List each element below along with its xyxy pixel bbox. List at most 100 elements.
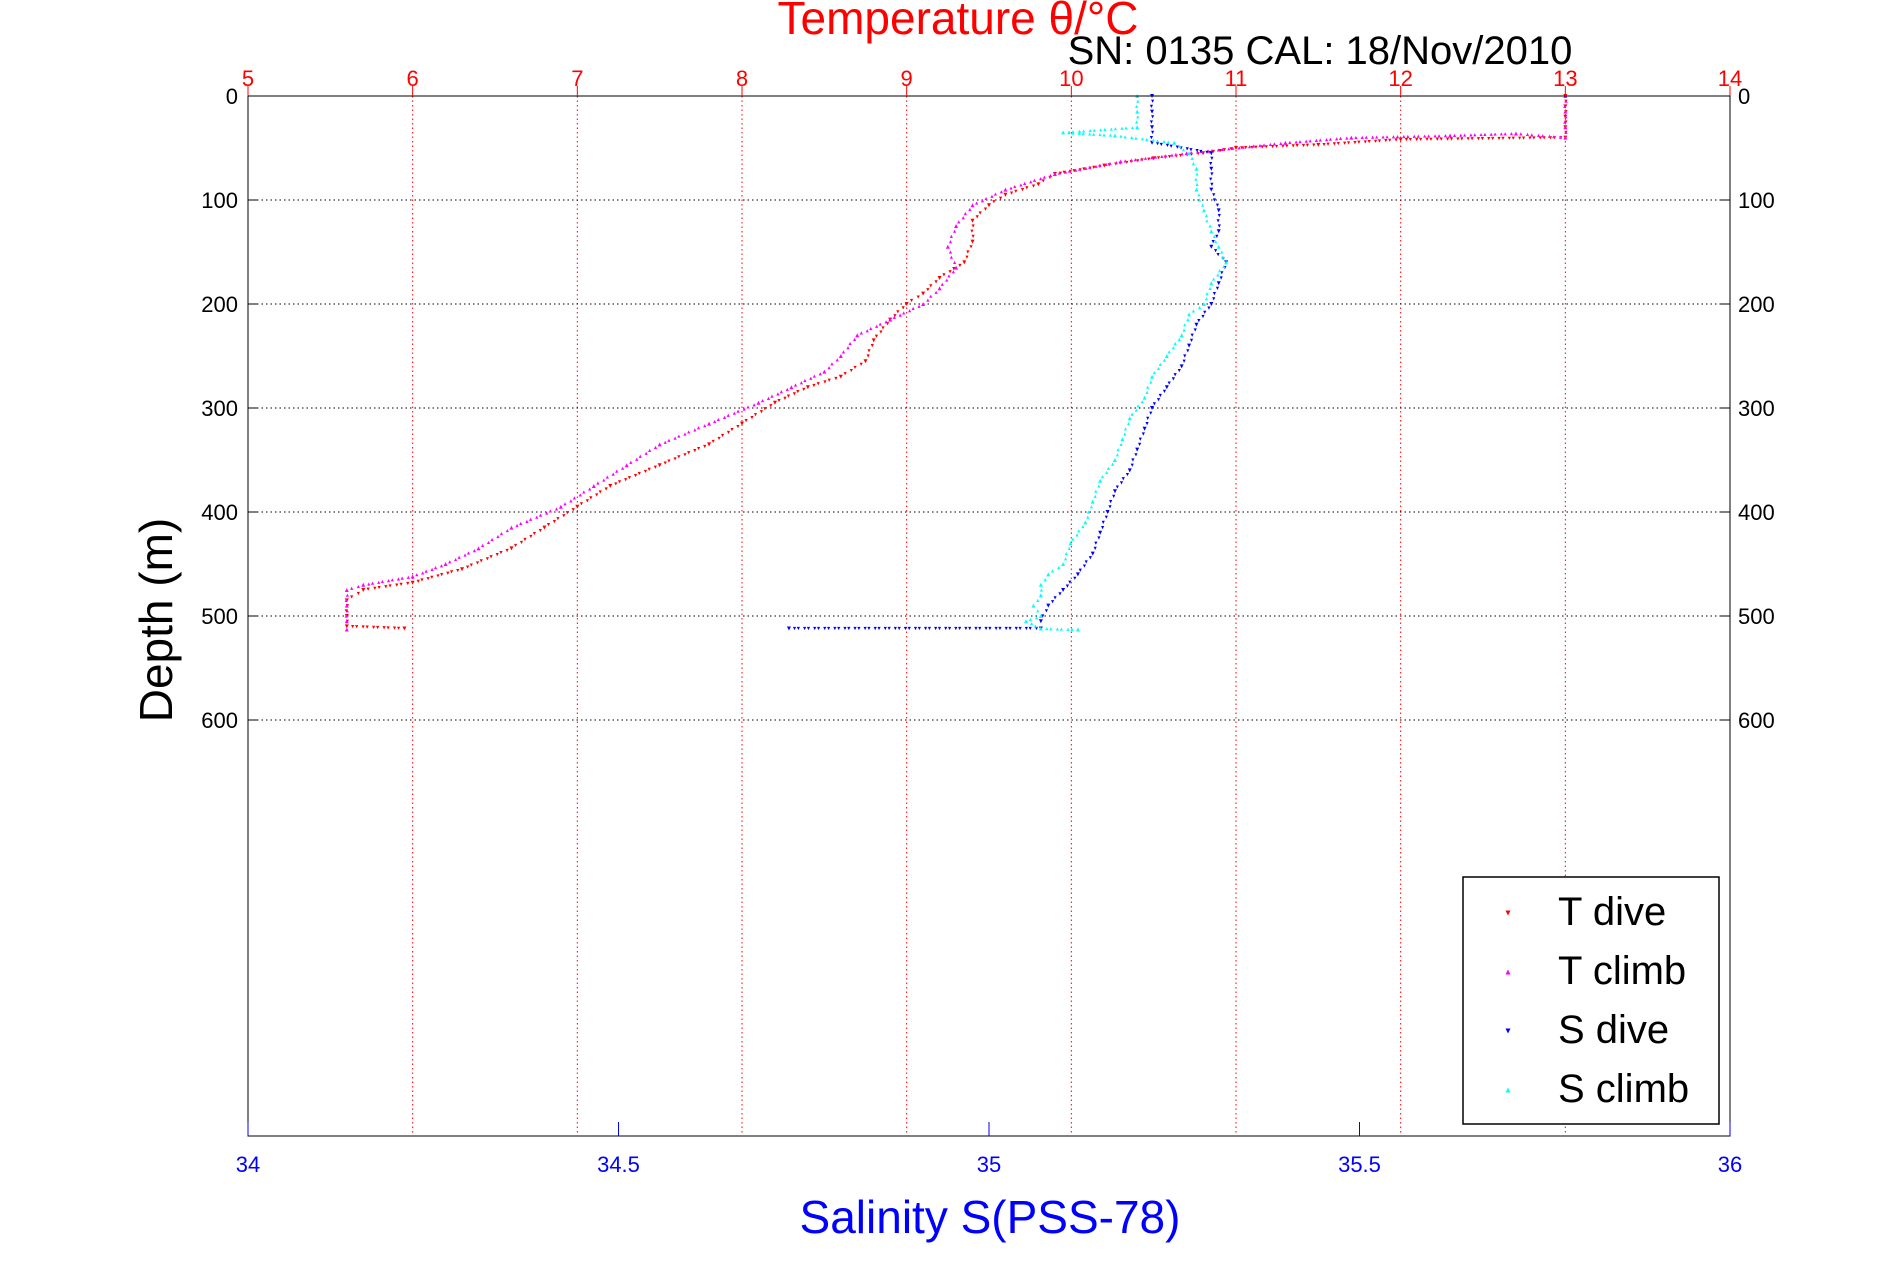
y-axis-title: Depth (m)	[130, 518, 182, 722]
data-point	[1053, 596, 1057, 600]
data-point	[1029, 622, 1034, 626]
data-point	[677, 434, 681, 438]
data-point	[571, 508, 575, 512]
data-point	[1564, 99, 1568, 103]
data-point	[1318, 138, 1322, 142]
data-point	[456, 568, 460, 573]
data-point	[1301, 143, 1306, 148]
data-point	[970, 239, 975, 244]
data-point	[730, 427, 734, 432]
data-point	[1452, 133, 1457, 137]
data-point	[1090, 499, 1095, 504]
data-point	[1086, 515, 1090, 519]
data-point	[1014, 189, 1018, 193]
temperature-tick-label: 5	[242, 66, 254, 91]
data-point	[1138, 437, 1142, 441]
data-point	[1419, 137, 1423, 142]
data-point	[1134, 136, 1138, 140]
data-point	[1131, 458, 1135, 462]
data-point	[1182, 359, 1186, 363]
depth-tick-label-right: 600	[1738, 708, 1775, 733]
data-point	[1316, 142, 1321, 147]
data-point	[823, 380, 827, 384]
data-point	[535, 515, 539, 519]
data-point	[1150, 374, 1155, 379]
data-point	[1305, 143, 1310, 147]
data-point	[344, 619, 349, 624]
data-point	[388, 584, 392, 588]
data-point	[1347, 141, 1351, 145]
data-point	[1162, 139, 1166, 144]
data-point	[1564, 130, 1568, 134]
data-point	[1377, 139, 1382, 143]
data-point	[792, 626, 797, 631]
data-point	[663, 461, 667, 465]
legend-marker	[1505, 969, 1511, 975]
data-point	[1423, 134, 1427, 138]
data-point	[1136, 115, 1140, 119]
data-point	[792, 392, 796, 396]
data-point	[1395, 135, 1400, 139]
data-point	[1042, 175, 1046, 179]
depth-tick-label-right: 400	[1738, 500, 1775, 525]
depth-tick-label-left: 200	[201, 292, 238, 317]
data-point	[621, 466, 625, 470]
data-point	[903, 626, 908, 631]
data-point	[777, 398, 781, 403]
depth-tick-label-left: 300	[201, 396, 238, 421]
data-point	[827, 366, 831, 370]
data-point	[1191, 162, 1196, 166]
data-point	[1314, 138, 1318, 142]
data-point	[1075, 572, 1080, 577]
data-point	[1041, 179, 1045, 183]
data-point	[1102, 133, 1106, 137]
data-point	[945, 244, 950, 249]
data-point	[1345, 136, 1349, 140]
data-point	[1088, 165, 1092, 169]
data-point	[519, 521, 523, 526]
data-point	[732, 411, 736, 415]
data-point	[970, 229, 974, 233]
data-point	[923, 626, 928, 631]
data-point	[344, 614, 348, 618]
data-point	[611, 472, 615, 476]
data-point	[1156, 398, 1161, 402]
data-point	[934, 626, 938, 631]
data-point	[881, 326, 885, 330]
data-point	[1099, 128, 1103, 132]
data-point	[1140, 400, 1144, 404]
data-point	[1391, 135, 1396, 139]
data-point	[1169, 144, 1173, 148]
data-point	[1145, 422, 1149, 426]
data-point	[1291, 144, 1295, 148]
data-point	[993, 192, 998, 196]
data-point	[866, 354, 870, 358]
data-point	[1208, 224, 1212, 228]
data-point	[1159, 142, 1163, 147]
data-point	[596, 481, 600, 485]
data-point	[1090, 551, 1095, 556]
data-point	[449, 570, 454, 574]
data-point	[1212, 277, 1216, 281]
data-point	[926, 298, 930, 302]
data-point	[1100, 475, 1105, 479]
data-point	[999, 190, 1003, 194]
data-point	[1061, 562, 1066, 566]
temperature-tick-label: 9	[901, 66, 913, 91]
data-point	[1123, 159, 1127, 163]
data-point	[1503, 132, 1507, 136]
data-point	[1179, 333, 1184, 338]
data-point	[1136, 159, 1140, 163]
data-point	[837, 626, 841, 631]
data-point	[1084, 166, 1088, 170]
data-point	[1354, 135, 1358, 140]
data-point	[1061, 130, 1066, 135]
data-point	[873, 626, 877, 631]
data-point	[554, 507, 559, 511]
data-point	[1197, 193, 1201, 197]
data-point	[1212, 292, 1217, 296]
data-point	[1332, 142, 1336, 146]
data-point	[827, 378, 831, 382]
data-point	[1367, 140, 1371, 144]
data-point	[1363, 140, 1367, 144]
